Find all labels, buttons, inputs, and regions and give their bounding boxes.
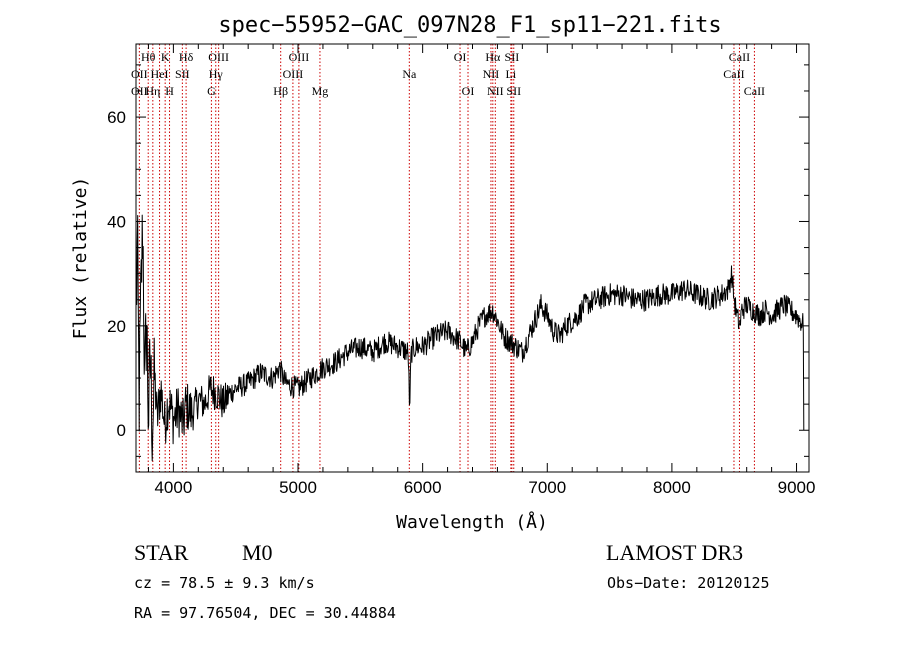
spectral-line-label: G [207,84,216,98]
x-tick-label: 6000 [404,478,442,497]
spectral-line-label: Hδ [179,50,194,64]
spectral-line-label: CaII [729,50,750,64]
axis-ticks [136,44,809,472]
spectral-line-label: OI [462,84,475,98]
x-tick-label: 7000 [528,478,566,497]
y-axis-label: Flux (relative) [70,177,91,340]
plot-frame [135,43,810,473]
spectral-line-label: OIII [289,50,310,64]
y-tick-label: 60 [107,108,126,127]
sky-coordinates: RA = 97.76504, DEC = 30.44884 [134,604,396,622]
x-tick-label: 8000 [653,478,691,497]
y-tick-label: 20 [107,317,126,336]
spectral-line-label: OI [454,50,467,64]
x-tick-label: 5000 [279,478,317,497]
spectral-line-label: K [161,50,170,64]
spectral-line-label: OIII [208,50,229,64]
spectral-line-label: Hη [145,84,160,98]
x-tick-label: 4000 [154,478,192,497]
y-tick-label: 40 [107,212,126,231]
spectral-line-label: Hα [485,50,501,64]
survey-name: LAMOST DR3 [606,540,744,565]
chart-title: spec−55952−GAC_097N28_F1_sp11−221.fits [218,13,721,38]
flux-series-line [135,214,805,462]
object-class: STAR [134,540,189,565]
spectral-line-label: OIII [283,67,304,81]
x-axis-label: Wavelength (Å) [396,511,548,533]
spectral-line-label: Na [402,67,417,81]
spectral-line-label: SII [505,50,520,64]
spectral-line-label: Mg [312,84,329,98]
spectral-line-label: Hγ [209,67,224,81]
redshift-velocity: cz = 78.5 ± 9.3 km/s [134,574,315,592]
axis-tick-labels: 4000 5000 6000 7000 8000 9000 0 20 40 60 [107,108,815,497]
spectral-line-label: Li [506,67,517,81]
spectral-line-label: NII [487,84,504,98]
spectral-line-label: NII [483,67,500,81]
x-tick-label: 9000 [778,478,816,497]
object-subclass: M0 [242,540,273,565]
spectral-line-label: Hθ [141,50,156,64]
spectral-line-label: SII [175,67,190,81]
spectral-line-label: HeI [151,67,169,81]
spectral-line-markers [138,44,755,472]
spectral-line-label: H [165,84,174,98]
observation-date: Obs−Date: 20120125 [607,574,770,592]
spectral-line-label: CaII [744,84,765,98]
spectral-line-label: Hβ [273,84,288,98]
spectral-line-label: CaII [723,67,744,81]
spectral-line-label: SII [506,84,521,98]
y-tick-label: 0 [117,421,126,440]
spectral-line-label: OII [131,67,148,81]
